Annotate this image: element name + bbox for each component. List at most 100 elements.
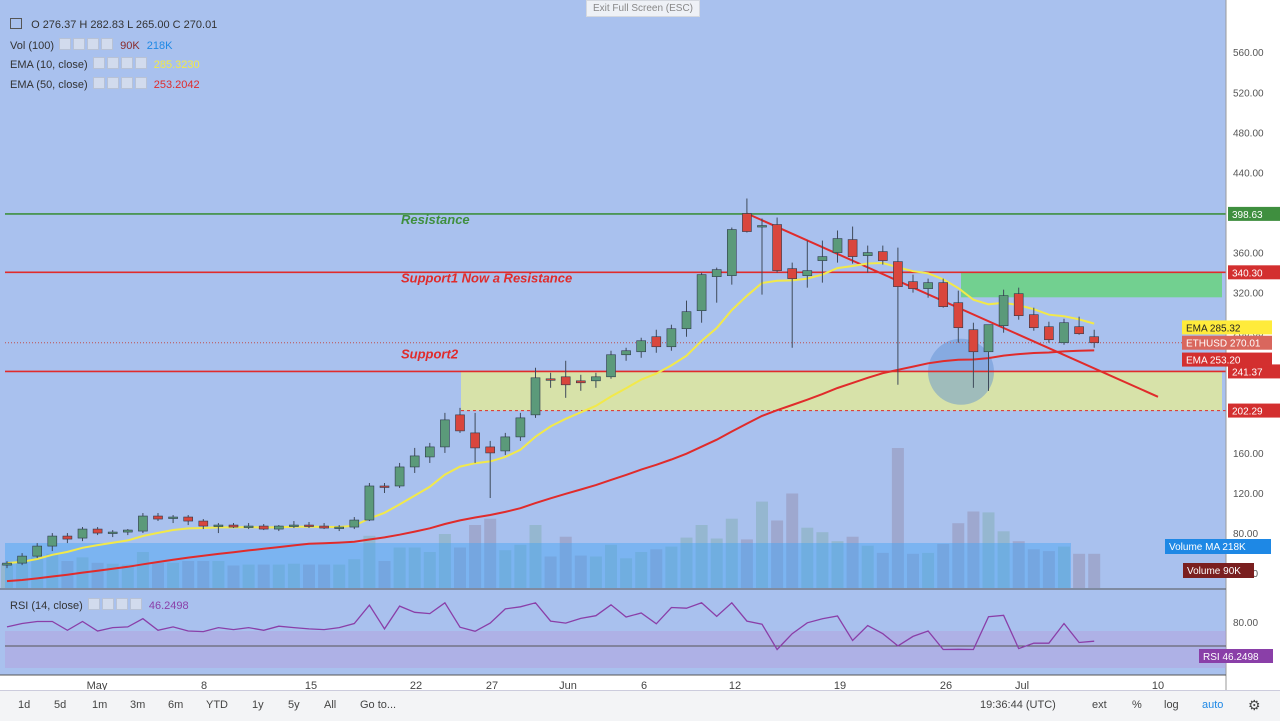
range-1m-button[interactable]: 1m (92, 699, 108, 711)
range-1y-button[interactable]: 1y (252, 699, 264, 711)
ema10-label: EMA (10, close) (10, 59, 88, 71)
close-value: 270.01 (183, 19, 218, 31)
candle-body (545, 378, 556, 381)
y-tick-label: 360.00 (1233, 249, 1264, 260)
volume-bar (861, 545, 874, 588)
volume-bars (1, 448, 1101, 588)
range-6m-button[interactable]: 6m (168, 699, 184, 711)
volume-bar (272, 564, 285, 588)
candle-body (968, 329, 979, 353)
volume-bar (529, 525, 542, 588)
y-tick-label: 520.00 (1233, 88, 1264, 99)
ema50-label: EMA (50, close) (10, 79, 88, 91)
candle-body (394, 466, 405, 487)
ema10-legend[interactable]: EMA (10, close) 285.3230 (10, 57, 200, 71)
volume-bar (91, 562, 104, 588)
volume-bar (31, 556, 44, 588)
ema10-price-label-bg (1182, 320, 1272, 335)
volume-legend[interactable]: Vol (100) 90K 218K (10, 38, 173, 52)
candle-body (183, 516, 193, 522)
volume-bar (574, 555, 587, 588)
volume-bar (605, 544, 617, 588)
volume-bar (363, 535, 376, 588)
ema50-legend[interactable]: EMA (50, close) 253.2042 (10, 77, 200, 91)
volume-bar (620, 558, 633, 588)
last-price-label: ETHUSD 270.01 (1186, 339, 1261, 350)
candle-body (1059, 322, 1069, 344)
y-tick-label: 480.00 (1233, 128, 1264, 139)
volume-bar (967, 511, 980, 588)
candle-body (802, 270, 813, 276)
ema50-price-label-bg (1182, 352, 1272, 367)
volume-bar (348, 559, 361, 588)
volume-bar (1012, 541, 1025, 588)
candle-body (560, 376, 571, 386)
collapse-icon[interactable] (10, 18, 22, 29)
y-tick-label: 120.00 (1233, 489, 1264, 500)
ext-toggle[interactable]: ext (1092, 699, 1107, 711)
candles (2, 198, 1099, 569)
rsi-pane-background (0, 590, 1226, 675)
range-1d-button[interactable]: 1d (18, 699, 31, 711)
volume-bar (589, 556, 602, 588)
y-tick-label: 440.00 (1233, 168, 1264, 179)
clock-text: 19:36:44 (UTC) (980, 699, 1056, 711)
gear-icon[interactable]: ⚙ (1248, 697, 1261, 713)
percent-toggle[interactable]: % (1132, 699, 1142, 711)
candle-body (32, 545, 43, 557)
volume-bar (514, 544, 527, 588)
candle-body (62, 535, 73, 540)
volume-bar (952, 523, 965, 588)
range-all-button[interactable]: All (324, 699, 337, 711)
range-5y-button[interactable]: 5y (288, 699, 300, 711)
candle-body (621, 350, 631, 356)
x-tick-label: 10 (1152, 680, 1164, 692)
support2-price-label-bg (1228, 364, 1280, 379)
volume-bar (121, 564, 134, 588)
candle-body (938, 282, 949, 307)
x-tick-label: Jun (559, 680, 577, 692)
volume-bar (499, 550, 512, 588)
x-tick-label: 6 (641, 680, 647, 692)
exit-fullscreen-button[interactable]: Exit Full Screen (ESC) (586, 0, 700, 17)
auto-toggle[interactable]: auto (1202, 699, 1224, 711)
candle-body (636, 340, 647, 353)
candle-body (485, 446, 496, 454)
candle-body (515, 417, 526, 438)
candle-body (77, 528, 88, 539)
volume-bar (1088, 553, 1101, 588)
volume-bar (891, 448, 904, 588)
candle-body (591, 376, 601, 382)
range-ytd-button[interactable]: YTD (206, 699, 228, 711)
volume-bar (756, 501, 768, 588)
ema50-value: 253.2042 (153, 79, 200, 91)
goto-button[interactable]: Go to... (360, 699, 397, 711)
range-5d-button[interactable]: 5d (54, 699, 67, 711)
range-3m-button[interactable]: 3m (130, 699, 146, 711)
candle-body (1029, 314, 1039, 329)
rsi-legend[interactable]: RSI (14, close) 46.2498 (10, 598, 189, 612)
volume-bar (816, 532, 829, 588)
candle-body (319, 525, 329, 529)
high-value: 282.83 (90, 19, 125, 31)
candle-body (304, 524, 314, 527)
support1-price-label: 340.30 (1232, 268, 1263, 279)
candle-body (455, 414, 465, 432)
volume-ma-label-bg (1165, 539, 1271, 554)
x-tick-label: 26 (940, 680, 952, 692)
volume-bar (318, 564, 331, 588)
bottom-toolbar: 1d 5d 1m 3m 6m YTD 1y 5y All Go to... 19… (0, 690, 1280, 721)
log-toggle[interactable]: log (1164, 699, 1179, 711)
candle-body (1074, 326, 1084, 335)
volume-bar (378, 561, 391, 588)
volume-bar (710, 538, 723, 588)
ema50-price-label: EMA 253.20 (1186, 356, 1241, 367)
candle-body (470, 432, 480, 449)
volume-bar (136, 552, 149, 588)
volume-bar (650, 549, 663, 588)
support2-price-label: 241.37 (1232, 367, 1263, 378)
candle-body (862, 252, 873, 256)
support2-annotation: Support2 (401, 346, 459, 361)
resistance-zone (961, 272, 1222, 298)
